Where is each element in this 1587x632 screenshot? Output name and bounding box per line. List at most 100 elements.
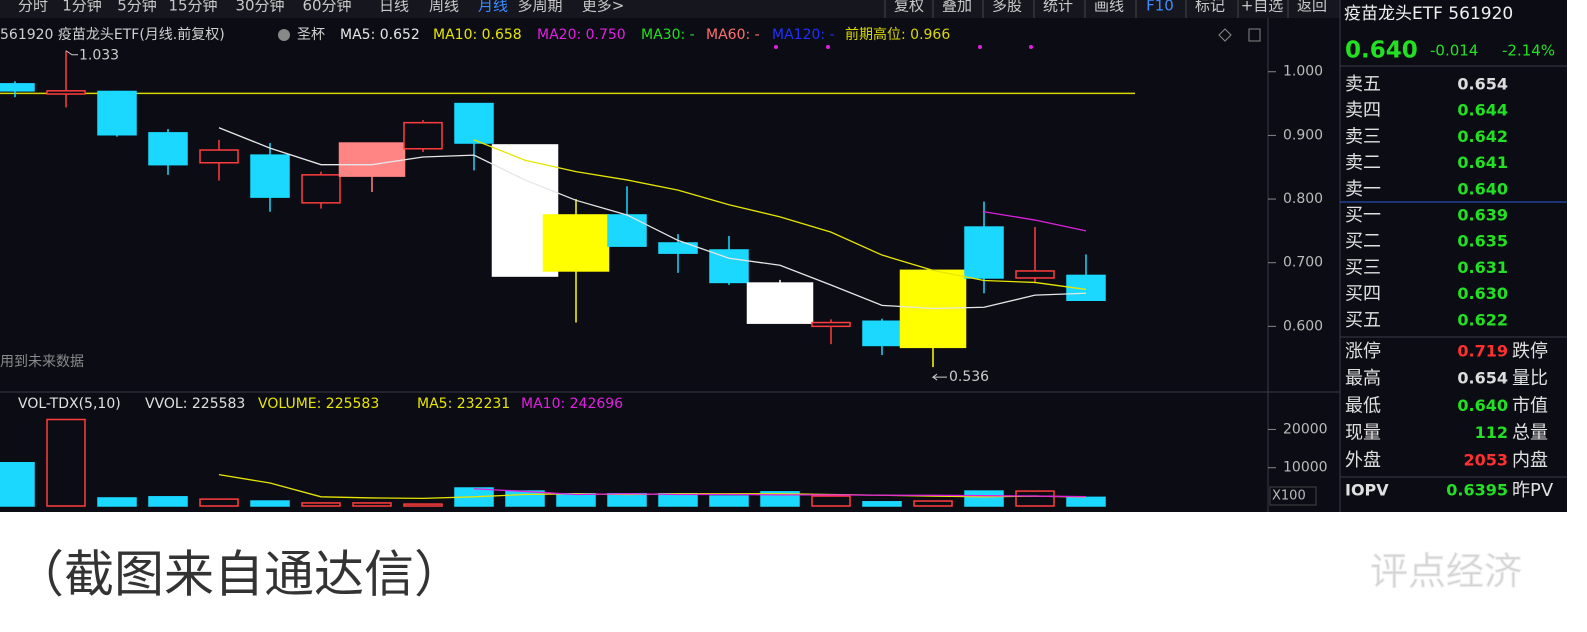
stat-value: 0.654 <box>1457 369 1508 388</box>
book-label: 卖二 <box>1345 153 1381 174</box>
chart-area: 1.033 0.536 <box>0 48 1135 507</box>
volume-bar <box>964 490 1004 507</box>
book-price: 0.631 <box>1457 258 1508 277</box>
note: 用到未来数据 <box>0 354 84 370</box>
volume-bar <box>403 503 443 507</box>
book-price: 0.630 <box>1457 284 1508 303</box>
indicator-icon[interactable] <box>278 29 290 41</box>
signal-dots <box>774 45 1033 49</box>
candle-body <box>403 121 443 150</box>
candle-body <box>607 214 647 247</box>
period-tab[interactable]: 1分钟 <box>62 0 102 15</box>
book-price: 0.640 <box>1457 179 1508 198</box>
volume-bar <box>199 498 239 507</box>
candle-body <box>338 142 406 177</box>
stat-label: 昨PV <box>1512 480 1554 501</box>
stat-value: 2053 <box>1463 450 1508 469</box>
volume-legend: MA5: 232231 <box>417 396 510 412</box>
watermark: 评点经济 <box>1370 550 1522 594</box>
indicator-name: 圣杯 <box>297 27 325 43</box>
reference-label: 前期高位: 0.966 <box>845 26 950 43</box>
book-label: 卖五 <box>1345 74 1381 95</box>
book-price: 0.639 <box>1457 206 1508 225</box>
volume-bar <box>1066 496 1106 507</box>
volume-bar <box>148 496 188 507</box>
y-tick-label: 0.800 <box>1283 191 1323 207</box>
icon[interactable] <box>1248 28 1261 42</box>
volume-bar <box>0 461 35 507</box>
book-label: 买四 <box>1345 284 1381 305</box>
candle-body <box>964 226 1004 279</box>
tool-button[interactable]: 标记 <box>1195 0 1225 15</box>
period-tab[interactable]: 5分钟 <box>117 0 157 15</box>
book-price: 0.644 <box>1457 101 1508 120</box>
tool-button[interactable]: 叠加 <box>942 0 972 15</box>
legend-item: MA30: - <box>641 27 695 43</box>
period-tab[interactable]: 多周期 <box>517 0 562 15</box>
candle-body <box>46 90 86 95</box>
terminal-bg <box>0 0 1567 512</box>
icon[interactable] <box>1218 28 1232 42</box>
price-change: -0.014 <box>1430 42 1478 60</box>
book-label: 买二 <box>1345 231 1381 252</box>
volume-bar <box>352 502 392 507</box>
caption: （截图来自通达信） <box>14 546 464 604</box>
candle-body <box>542 214 610 272</box>
period-tab[interactable]: 30分钟 <box>235 0 284 15</box>
legend-item: MA20: 0.750 <box>537 27 626 43</box>
chart-title: 561920 疫苗龙头ETF(月线.前复权) <box>0 26 225 43</box>
period-tab[interactable]: 月线 <box>478 0 508 15</box>
volume-legend: VOLUME: 225583 <box>258 396 379 412</box>
ma-line <box>473 488 1087 498</box>
period-tab[interactable]: 分时 <box>18 0 48 15</box>
stat-label: 最低 <box>1345 395 1381 416</box>
volume-bar <box>97 497 137 507</box>
book-label: 买三 <box>1345 257 1381 278</box>
volume-bar <box>862 501 902 507</box>
stat-value: 0.6395 <box>1446 481 1508 500</box>
candle-body <box>148 132 188 166</box>
security-name: 疫苗龙头ETF 561920 <box>1344 4 1513 24</box>
book-label: 买五 <box>1345 310 1381 331</box>
period-tab[interactable]: 日线 <box>379 0 409 15</box>
period-tab[interactable]: 周线 <box>429 0 459 15</box>
tool-button[interactable]: 画线 <box>1094 0 1124 15</box>
unit-box <box>1269 486 1317 506</box>
tool-button[interactable]: F10 <box>1146 0 1174 15</box>
period-tab[interactable]: 60分钟 <box>302 0 351 15</box>
candle-body <box>0 83 35 92</box>
stat-label: 最高 <box>1345 368 1381 389</box>
book-label: 卖一 <box>1345 179 1381 200</box>
y-tick-label: 1.000 <box>1283 64 1323 80</box>
tool-button[interactable]: 多股 <box>992 0 1022 15</box>
y-tick-label: 0.700 <box>1283 255 1323 271</box>
stat-label: 市值 <box>1512 395 1548 416</box>
tool-button[interactable]: 返回 <box>1297 0 1327 15</box>
tool-button[interactable]: +自选 <box>1241 0 1284 15</box>
volume-bar <box>556 493 596 507</box>
candle-body <box>199 149 239 164</box>
y-tick-label: 10000 <box>1283 460 1328 476</box>
tool-button[interactable]: 统计 <box>1043 0 1073 15</box>
period-tab[interactable]: 15分钟 <box>168 0 217 15</box>
candle-body <box>301 174 341 204</box>
candle-body <box>709 249 749 284</box>
volume-bar <box>505 490 545 507</box>
volume-bar <box>1015 490 1055 507</box>
period-tab[interactable]: 更多> <box>582 0 625 15</box>
legend-item: MA120: - <box>772 27 835 43</box>
volume-bar <box>301 502 341 507</box>
stat-value: 0.719 <box>1457 342 1508 361</box>
candle-body <box>862 320 902 347</box>
volume-bar <box>607 493 647 507</box>
tool-button[interactable]: 复权 <box>894 0 924 15</box>
candle-body <box>746 282 814 324</box>
volume-legend: VOL-TDX(5,10) <box>18 396 121 412</box>
stat-label: 跌停 <box>1512 341 1548 362</box>
ma-line <box>218 127 1087 310</box>
toolbar-bg <box>0 0 1340 18</box>
volume-bar <box>913 500 953 507</box>
legend-item: MA60: - <box>706 27 760 43</box>
